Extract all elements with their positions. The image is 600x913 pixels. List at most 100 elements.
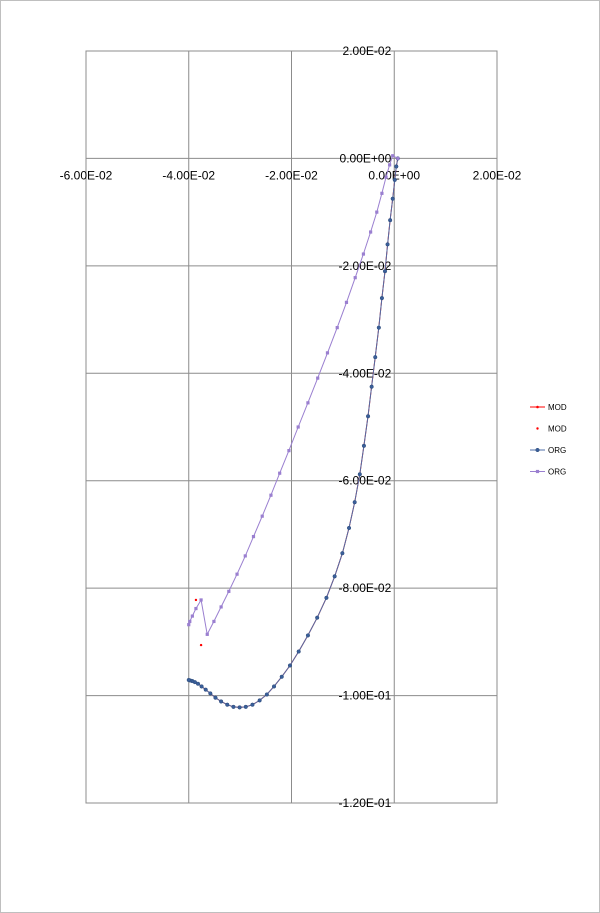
data-point (340, 551, 345, 556)
data-point (382, 269, 388, 274)
y-tick-label: 2.00E-02 (343, 44, 392, 58)
y-tick-label: -6.00E-02 (339, 474, 392, 488)
y-tick-labels: 2.00E-02 0.00E+00 -2.00E-02 -4.00E-02 -6.00E… (339, 44, 392, 810)
x-tick-labels: -6.00E-02 -4.00E-02 -2.00E-02 0.00E+00 2.00E… (60, 168, 522, 182)
data-point (384, 175, 388, 179)
data-point (296, 649, 301, 654)
legend-marker (536, 427, 539, 430)
plot-area (186, 154, 400, 710)
series-line (188, 154, 399, 636)
series-mod-2 (187, 154, 394, 647)
legend-item: MOD (530, 403, 567, 412)
data-point (316, 376, 320, 380)
data-point (279, 674, 284, 679)
data-point (194, 606, 198, 611)
data-point (353, 276, 357, 280)
data-point (231, 704, 236, 709)
x-tick-label: -6.00E-02 (60, 168, 113, 182)
data-point (373, 355, 378, 360)
data-point (346, 525, 352, 531)
data-point (199, 643, 203, 647)
legend-label: ORG (548, 446, 566, 455)
data-point (332, 574, 337, 579)
data-point (186, 677, 191, 683)
data-point (203, 687, 208, 692)
data-point (369, 384, 374, 389)
data-point (388, 163, 392, 167)
x-tick-label: -2.00E-02 (265, 168, 318, 182)
data-point (380, 191, 384, 195)
data-point (352, 500, 357, 505)
data-point (187, 623, 191, 627)
data-point (306, 401, 310, 405)
data-point (392, 177, 397, 182)
data-point (212, 619, 216, 624)
data-point (190, 614, 194, 618)
data-point (344, 300, 349, 304)
data-point (227, 589, 231, 593)
data-point (199, 598, 203, 602)
data-point (335, 326, 339, 330)
y-tick-label: 0.00E+00 (340, 151, 392, 165)
data-point (205, 632, 209, 636)
x-tick-label: -4.00E-02 (162, 168, 215, 182)
data-point (365, 414, 371, 419)
data-point (287, 449, 291, 453)
legend-marker (535, 447, 540, 453)
gridlines (85, 50, 498, 804)
data-point (369, 230, 373, 234)
data-point (271, 684, 277, 689)
data-point (379, 296, 384, 301)
data-point (361, 252, 366, 256)
data-point (195, 681, 201, 686)
legend-item: ORG (530, 468, 566, 477)
data-point (199, 684, 204, 689)
data-point (375, 210, 379, 214)
data-point (396, 156, 400, 161)
data-point (237, 705, 242, 710)
y-tick-label: -4.00E-02 (339, 366, 392, 380)
data-point (324, 595, 329, 600)
legend-marker (536, 405, 539, 409)
data-point (225, 702, 230, 707)
data-point (264, 692, 269, 697)
x-tick-label: 2.00E-02 (473, 168, 522, 182)
data-point (296, 425, 300, 429)
legend-item: MOD (536, 425, 567, 434)
data-point (250, 702, 255, 707)
data-point (325, 351, 330, 355)
legend-item: ORG (530, 446, 566, 455)
data-point (208, 691, 213, 696)
legend-label: ORG (548, 468, 566, 477)
y-tick-label: -1.00E-01 (339, 689, 392, 703)
y-tick-label: -8.00E-02 (339, 581, 392, 595)
series-line (188, 158, 399, 708)
data-point (287, 663, 293, 668)
data-point (391, 154, 395, 158)
data-point (251, 534, 256, 539)
legend: MOD MOD ORG ORG (530, 403, 567, 477)
legend-label: MOD (548, 425, 567, 434)
y-tick-label: -1.20E-01 (339, 796, 392, 810)
data-point (260, 514, 264, 518)
data-point (219, 605, 223, 609)
data-point (376, 325, 381, 330)
legend-marker (535, 469, 540, 474)
data-point (278, 471, 282, 475)
series-mod-1 (187, 157, 400, 709)
legend-label: MOD (548, 403, 567, 412)
series-org-4 (187, 154, 400, 636)
data-point (388, 218, 393, 223)
data-point (188, 619, 192, 624)
data-point (243, 704, 248, 709)
data-point (361, 443, 366, 448)
data-point (385, 242, 390, 247)
data-point (394, 164, 399, 169)
data-point (257, 698, 262, 703)
data-point (269, 493, 273, 497)
data-point (235, 572, 239, 576)
data-point (390, 196, 395, 201)
series-line (188, 158, 399, 708)
y-tick-label: -2.00E-02 (339, 259, 392, 273)
